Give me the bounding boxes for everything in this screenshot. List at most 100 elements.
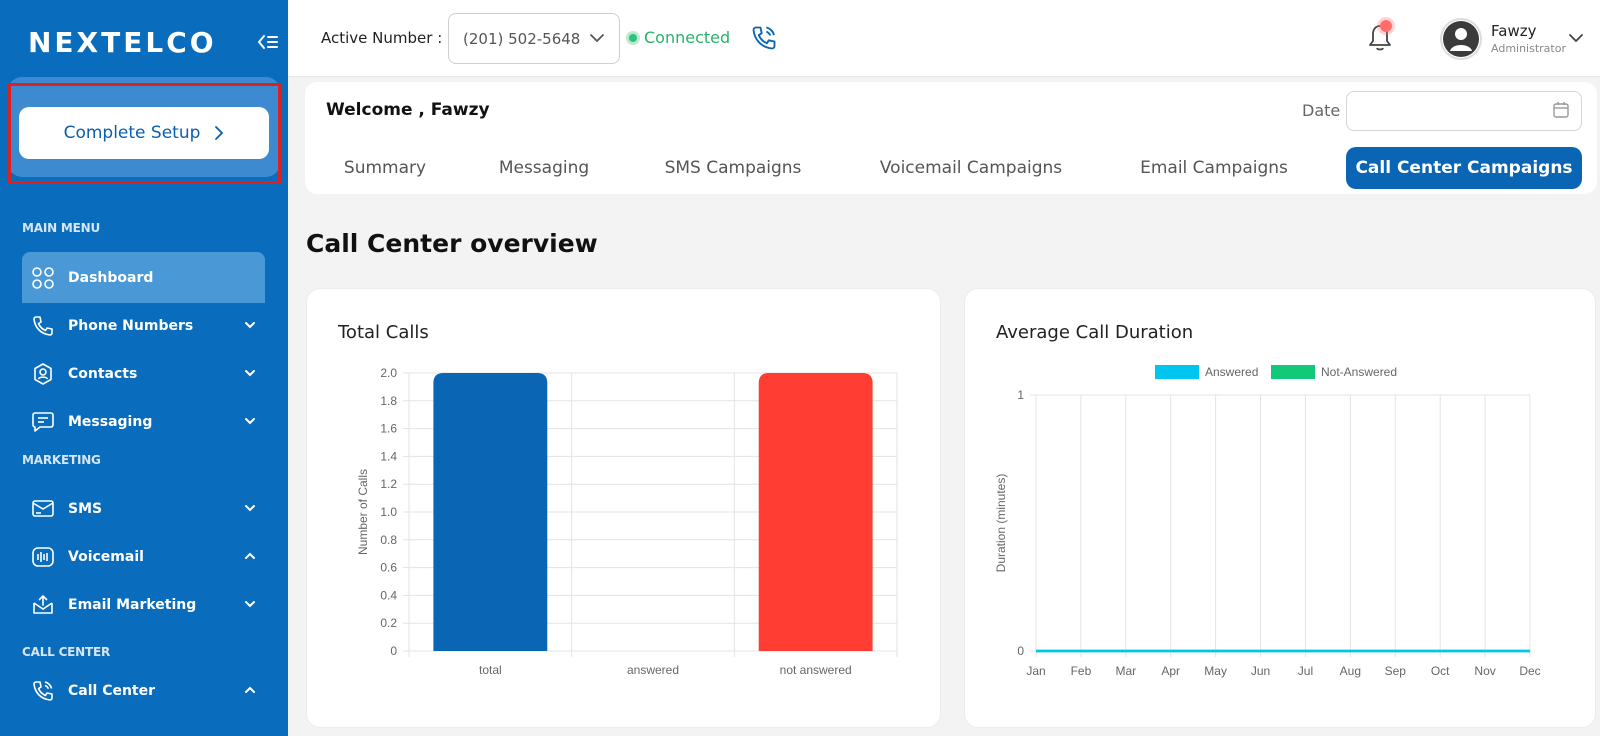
x-tick-label: Jun — [1251, 664, 1270, 678]
voicemail-icon — [30, 544, 56, 570]
y-tick-label: 0.6 — [380, 561, 397, 575]
sidebar-item-label: SMS — [68, 501, 103, 517]
avatar[interactable] — [1440, 18, 1482, 60]
active-number-value: (201) 502-5648 — [463, 29, 581, 48]
x-tick-label: Jul — [1298, 664, 1313, 678]
sms-icon — [30, 496, 56, 522]
y-tick-label: 1.2 — [380, 477, 397, 491]
email-icon — [30, 592, 56, 618]
sidebar-item-label: Phone Numbers — [68, 318, 194, 334]
section-label-marketing: MARKETING — [22, 453, 101, 467]
x-tick-label: answered — [627, 663, 679, 677]
top-header: Active Number : (201) 502-5648 Connected… — [288, 0, 1600, 77]
y-tick-label: 1.4 — [380, 449, 397, 463]
chevron-down-icon — [245, 322, 255, 329]
average-call-duration-chart: 0 1 Jan Feb Mar Apr May Jun Jul Aug Sep Oct Nov Dec An… — [994, 365, 1541, 678]
calendar-icon[interactable] — [1552, 101, 1570, 119]
sidebar-item-contacts[interactable]: Contacts — [22, 350, 265, 398]
brand-logo: NEXTELCO — [28, 26, 217, 59]
highlight-box — [8, 83, 281, 184]
chevron-down-icon — [245, 505, 255, 512]
active-number-select[interactable]: (201) 502-5648 — [448, 13, 620, 64]
y-tick-label: 0 — [390, 644, 397, 658]
x-tick-label: Jan — [1026, 664, 1045, 678]
phone-icon — [30, 313, 56, 339]
contact-icon — [30, 361, 56, 387]
bar — [433, 373, 548, 651]
sidebar-item-label: Messaging — [68, 414, 153, 430]
x-tick-label: Sep — [1385, 664, 1407, 678]
y-tick-label: 1.8 — [380, 394, 397, 408]
sidebar-item-label: Email Marketing — [68, 597, 197, 613]
tab-email-campaigns[interactable]: Email Campaigns — [1140, 158, 1288, 178]
sidebar-item-label: Contacts — [68, 366, 138, 382]
complete-setup-button[interactable]: Complete Setup — [19, 107, 269, 159]
x-tick-label: Dec — [1519, 664, 1540, 678]
tab-messaging[interactable]: Messaging — [498, 158, 590, 178]
sidebar-item-voicemail[interactable]: Voicemail — [22, 533, 265, 581]
chevron-up-icon — [245, 552, 255, 559]
chart-title: Average Call Duration — [996, 322, 1194, 343]
total-calls-card: Total Calls 0 0.2 0.4 0.6 0.8 1.0 1.2 1.4 1.6 1.8… — [306, 288, 941, 728]
chevron-down-icon — [245, 601, 255, 608]
bar — [758, 373, 873, 651]
collapse-sidebar-icon[interactable] — [256, 32, 278, 52]
date-input[interactable] — [1346, 91, 1582, 131]
page-title: Call Center overview — [306, 229, 598, 258]
y-tick-label: 0.8 — [380, 533, 397, 547]
sidebar-item-sms[interactable]: SMS — [22, 485, 265, 533]
user-role: Administrator — [1491, 42, 1566, 55]
tab-call-center-campaigns[interactable]: Call Center Campaigns — [1346, 147, 1582, 189]
notification-dot — [1380, 20, 1392, 32]
sidebar-item-label: Dashboard — [68, 269, 154, 286]
complete-setup-label: Complete Setup — [63, 123, 201, 143]
y-axis-label: Number of Calls — [356, 469, 370, 555]
legend-label: Answered — [1205, 365, 1258, 379]
chevron-down-icon — [590, 34, 604, 43]
tab-summary[interactable]: Summary — [343, 158, 427, 178]
legend-swatch — [1271, 365, 1315, 379]
sidebar-item-email-marketing[interactable]: Email Marketing — [22, 581, 265, 629]
call-icon[interactable] — [750, 24, 778, 52]
x-tick-label: May — [1204, 664, 1227, 678]
sidebar-item-dashboard[interactable]: Dashboard — [22, 252, 265, 303]
section-label-main-menu: MAIN MENU — [22, 221, 101, 235]
y-tick-label: 2.0 — [380, 366, 397, 380]
y-axis-label: Duration (minutes) — [994, 474, 1008, 573]
chevron-right-icon — [215, 126, 224, 140]
x-tick-label: Feb — [1071, 664, 1092, 678]
chevron-up-icon — [245, 686, 255, 693]
tab-sms-campaigns[interactable]: SMS Campaigns — [664, 158, 802, 178]
x-tick-label: Apr — [1161, 664, 1180, 678]
message-icon — [30, 409, 56, 435]
sidebar-item-label: Voicemail — [68, 549, 144, 565]
chart-title: Total Calls — [338, 322, 429, 343]
x-tick-label: not answered — [780, 663, 852, 677]
sidebar: NEXTELCO Complete Setup MAIN MENU Dashbo… — [0, 0, 288, 736]
date-label: Date — [1302, 101, 1341, 120]
y-tick-label: 1.0 — [380, 505, 397, 519]
sidebar-item-phone-numbers[interactable]: Phone Numbers — [22, 302, 265, 350]
x-tick-label: total — [479, 663, 502, 677]
x-tick-label: Mar — [1115, 664, 1136, 678]
tab-voicemail-campaigns[interactable]: Voicemail Campaigns — [879, 158, 1063, 178]
legend-swatch — [1155, 365, 1199, 379]
y-tick-label: 0.4 — [380, 588, 397, 602]
total-calls-chart: 0 0.2 0.4 0.6 0.8 1.0 1.2 1.4 1.6 1.8 2.0 total answ… — [356, 366, 898, 677]
x-tick-label: Oct — [1431, 664, 1450, 678]
y-tick-label: 0 — [1017, 644, 1024, 658]
chevron-down-icon[interactable] — [1568, 32, 1584, 44]
legend-label: Not-Answered — [1321, 365, 1397, 379]
y-tick-label: 0.2 — [380, 616, 397, 630]
y-tick-label: 1.6 — [380, 422, 397, 436]
grid-icon — [30, 265, 56, 291]
sidebar-item-label: Call Center — [68, 683, 156, 699]
user-name[interactable]: Fawzy — [1491, 22, 1537, 40]
sidebar-item-call-center[interactable]: Call Center — [22, 667, 265, 715]
y-tick-label: 1 — [1017, 388, 1024, 402]
welcome-text: Welcome , Fawzy — [326, 100, 490, 120]
section-label-call-center: CALL CENTER — [22, 645, 111, 659]
sidebar-item-messaging[interactable]: Messaging — [22, 398, 265, 446]
connection-status: Connected — [626, 28, 730, 47]
call-center-icon — [30, 678, 56, 704]
